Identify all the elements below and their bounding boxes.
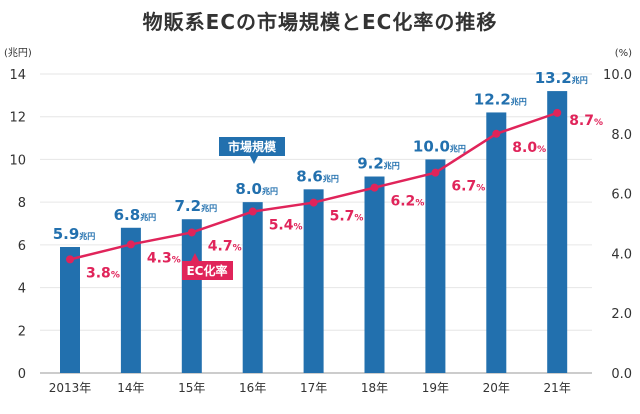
ec-rate-value-label: 6.7% (451, 179, 485, 195)
ec-rate-point (66, 255, 74, 264)
left-axis-unit: (兆円) (4, 47, 32, 59)
bar-value-label: 13.2兆円 (535, 69, 588, 87)
right-tick-label: 10.0 (603, 68, 632, 83)
percent-unit: % (476, 184, 485, 194)
x-tick-label: 15年 (178, 381, 205, 395)
bar-value-label: 9.2兆円 (357, 155, 400, 173)
x-tick-label: 14年 (117, 381, 144, 395)
percent-unit: % (415, 199, 424, 209)
ec-rate-value-label: 8.7% (569, 113, 603, 129)
bar-unit: 兆円 (262, 186, 278, 196)
bar (303, 189, 324, 373)
ec-rate-value-label: 5.7% (330, 209, 364, 225)
right-tick-label: 6.0 (611, 188, 632, 203)
x-tick-label: 17年 (300, 381, 327, 395)
bar-unit: 兆円 (572, 75, 588, 85)
bar-value-label: 8.6兆円 (296, 167, 339, 185)
ec-rate-point (309, 198, 318, 207)
ec-rate-point (492, 129, 501, 138)
percent-unit: % (233, 243, 242, 253)
ec-rate-value-label: 5.4% (269, 218, 303, 234)
percent-unit: % (594, 118, 603, 128)
legend-ec-rate-box (182, 261, 233, 280)
legend-market-size-box (219, 137, 285, 156)
bar-value-label: 5.9兆円 (53, 225, 96, 243)
x-tick-label: 16年 (239, 381, 266, 395)
bar-unit: 兆円 (450, 143, 466, 153)
ec-rate-value-label: 4.7% (208, 238, 242, 254)
bar (60, 246, 80, 373)
bar-value-label: 12.2兆円 (474, 90, 527, 108)
percent-unit: % (172, 255, 181, 265)
bar-unit: 兆円 (79, 231, 95, 241)
percent-unit: % (111, 270, 120, 280)
ec-rate-value-label: 4.3% (147, 250, 181, 266)
bar-value-label: 6.8兆円 (114, 206, 157, 224)
bar-unit: 兆円 (384, 161, 400, 171)
bar (364, 176, 385, 373)
ec-rate-point (126, 240, 135, 249)
left-tick-label: 10 (9, 153, 26, 168)
left-tick-label: 8 (18, 196, 26, 211)
left-tick-label: 6 (18, 239, 26, 254)
x-tick-label: 19年 (422, 381, 449, 395)
bar (547, 91, 568, 373)
right-tick-label: 2.0 (611, 307, 632, 322)
ec-rate-point (187, 228, 196, 237)
bar-value-label: 7.2兆円 (175, 197, 218, 215)
ec-rate-point (431, 168, 440, 177)
percent-unit: % (294, 223, 303, 233)
percent-unit: % (354, 214, 363, 224)
ec-rate-value-label: 8.0% (512, 140, 546, 156)
ec-rate-point (370, 183, 379, 192)
left-tick-label: 12 (9, 111, 26, 126)
left-tick-label: 0 (18, 367, 26, 382)
right-tick-label: 4.0 (611, 247, 632, 262)
bar-value-label: 10.0兆円 (413, 137, 466, 155)
chart-title: 物販系ECの市場規模とEC化率の推移 (142, 10, 498, 34)
x-tick-label: 20年 (483, 381, 510, 395)
left-tick-label: 2 (18, 324, 26, 339)
bar-value-label: 8.0兆円 (235, 180, 278, 198)
bar (486, 112, 507, 373)
x-tick-label: 2013年 (49, 381, 92, 395)
x-tick-label: 21年 (544, 381, 571, 395)
bar (425, 159, 446, 373)
left-tick-label: 14 (9, 68, 26, 83)
ec-rate-value-label: 6.2% (391, 194, 425, 210)
legend-market-size-pointer (250, 156, 258, 164)
bar (242, 202, 263, 373)
right-tick-label: 0.0 (611, 367, 632, 382)
ec-rate-point (553, 108, 562, 117)
legend-market-size-label: 市場規模 (228, 139, 277, 154)
left-tick-label: 4 (18, 282, 26, 297)
legend-ec-rate-pointer (191, 253, 199, 261)
ec-rate-value-label: 3.8% (86, 265, 120, 281)
right-tick-label: 8.0 (611, 128, 632, 143)
bar (181, 219, 202, 373)
bar-unit: 兆円 (323, 173, 339, 183)
ec-rate-point (248, 207, 257, 216)
legend-ec-rate-label: EC化率 (186, 263, 227, 278)
right-axis-unit: (%) (615, 48, 632, 59)
percent-unit: % (537, 145, 546, 155)
bar (120, 227, 141, 373)
x-tick-label: 18年 (361, 381, 388, 395)
bar-unit: 兆円 (140, 212, 156, 222)
bar-unit: 兆円 (511, 96, 527, 106)
bar-unit: 兆円 (201, 203, 217, 213)
